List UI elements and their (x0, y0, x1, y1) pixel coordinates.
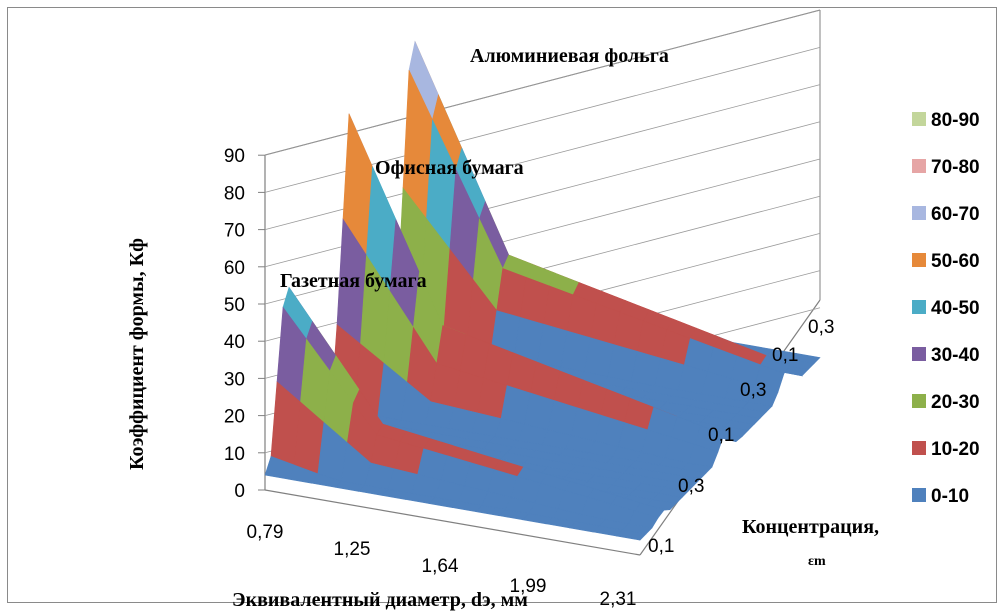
depth-tick-label: 0,1 (772, 345, 798, 366)
depth-tick-label: 0,3 (740, 380, 766, 401)
legend-swatch (912, 441, 926, 455)
surface-plot (264, 40, 821, 541)
legend-swatch (912, 112, 926, 126)
x-axis-line (264, 489, 641, 556)
legend-label: 80-90 (931, 110, 980, 131)
legend-swatch (912, 488, 926, 502)
y-tick-label: 40 (224, 332, 245, 353)
legend-swatch (912, 206, 926, 220)
legend-label: 20-30 (931, 392, 980, 413)
legend-label: 30-40 (931, 345, 980, 366)
legend-label: 70-80 (931, 157, 980, 178)
x-tick-label: 1,99 (510, 576, 547, 597)
x-tick-label: 0,79 (247, 522, 284, 543)
x-tick-label: 2,31 (600, 589, 637, 610)
legend-swatch (912, 253, 926, 267)
y-tick-label: 30 (224, 369, 245, 390)
annotation-aluminum-foil: Алюминиевая фольга (470, 45, 669, 67)
depth-axis-title: Концентрация, (742, 516, 879, 538)
legend-label: 0-10 (931, 486, 969, 507)
legend-swatch (912, 347, 926, 361)
legend-label: 50-60 (931, 251, 980, 272)
gridline (264, 9, 821, 156)
y-tick-label: 20 (224, 407, 245, 428)
depth-tick-label: 0,1 (708, 425, 734, 446)
depth-tick-label: 0,3 (808, 317, 834, 338)
depth-axis-subtitle: εm (808, 554, 826, 569)
y-tick-label: 80 (224, 183, 245, 204)
y-tick-label: 50 (224, 295, 245, 316)
y-tick-label: 90 (224, 146, 245, 167)
legend-swatch (912, 159, 926, 173)
legend-label: 10-20 (931, 439, 980, 460)
x-axis-title: Эквивалентный диаметр, dэ, мм (232, 589, 528, 611)
y-tick-labels: 0 10 20 30 40 50 60 70 80 90 (224, 146, 245, 502)
x-tick-label: 1,64 (422, 556, 459, 577)
y-tick-label: 60 (224, 258, 245, 279)
x-tick-label: 1,25 (334, 539, 371, 560)
legend-swatch (912, 300, 926, 314)
x-tick-labels: 0,79 1,25 1,64 1,99 2,31 (247, 522, 637, 610)
surface-cell (615, 529, 647, 541)
y-tick-label: 0 (234, 481, 245, 502)
depth-tick-label: 0,3 (678, 476, 704, 497)
legend-label: 60-70 (931, 204, 980, 225)
depth-tick-labels: 0,1 0,3 0,1 0,3 0,1 0,3 (648, 317, 834, 557)
annotation-newspaper: Газетная бумага (280, 270, 427, 292)
legend-swatch (912, 394, 926, 408)
legend-label: 40-50 (931, 298, 980, 319)
depth-tick-label: 0,1 (648, 536, 674, 557)
y-tick-label: 10 (224, 444, 245, 465)
y-axis-title: Коэффициент формы, Кф (126, 238, 148, 470)
annotation-office-paper: Офисная бумага (375, 157, 524, 179)
legend: 80-90 70-80 60-70 50-60 40-50 30-40 20-30 10-20… (912, 110, 980, 507)
y-tick-label: 70 (224, 221, 245, 242)
